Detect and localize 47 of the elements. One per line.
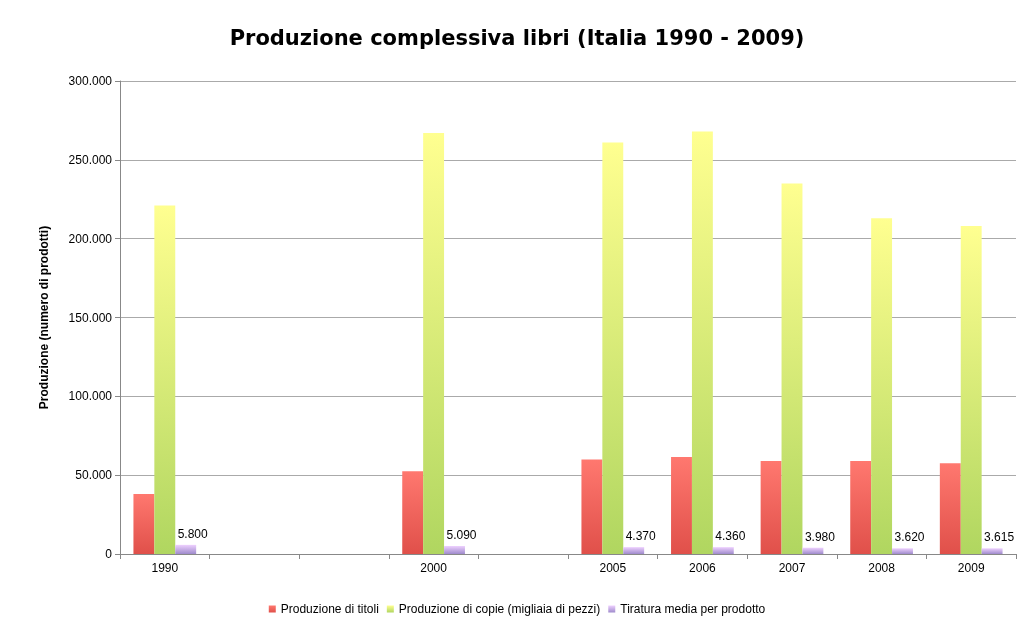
legend-label: Produzione di copie (migliaia di pezzi) bbox=[398, 602, 601, 616]
x-tick-label: 1990 bbox=[151, 561, 179, 575]
data-label: 4.370 bbox=[625, 529, 657, 544]
bar bbox=[671, 457, 692, 554]
chart-title: Produzione complessiva libri (Italia 1990 - 2009) bbox=[229, 25, 805, 50]
bar bbox=[939, 463, 961, 554]
y-tick-label: 150.000 bbox=[68, 310, 113, 325]
x-tick-label: 2007 bbox=[778, 561, 806, 575]
bar bbox=[581, 459, 603, 554]
y-tick-label: 0 bbox=[105, 547, 113, 561]
legend-label: Tiratura media per prodotto bbox=[620, 602, 766, 616]
bar bbox=[402, 471, 424, 554]
y-axis-title: Produzione (numero di prodotti) bbox=[37, 225, 51, 410]
data-label: 5.090 bbox=[446, 527, 477, 542]
x-tick-label: 2009 bbox=[957, 561, 985, 575]
x-tick-label: 2005 bbox=[599, 561, 627, 575]
y-tick-label: 200.000 bbox=[68, 231, 113, 246]
bar bbox=[623, 547, 645, 554]
bar bbox=[892, 548, 913, 554]
data-label: 4.360 bbox=[715, 529, 746, 544]
bar bbox=[423, 133, 445, 554]
bar bbox=[133, 494, 155, 554]
bar bbox=[802, 547, 824, 554]
x-tick-label: 2006 bbox=[689, 561, 717, 575]
bar bbox=[781, 183, 803, 554]
bar bbox=[871, 218, 893, 554]
bar bbox=[154, 205, 176, 554]
x-tick-label: 2000 bbox=[420, 561, 448, 575]
y-tick-label: 300.000 bbox=[68, 74, 113, 88]
bar bbox=[444, 545, 465, 554]
bar bbox=[960, 226, 982, 554]
bar bbox=[981, 548, 1003, 554]
data-label: 5.800 bbox=[177, 526, 209, 541]
y-tick-label: 50.000 bbox=[75, 468, 113, 483]
bar bbox=[691, 131, 713, 554]
legend-label: Produzione di titoli bbox=[280, 602, 379, 616]
bar bbox=[602, 142, 624, 554]
y-tick-label: 250.000 bbox=[68, 152, 113, 167]
data-label: 3.980 bbox=[804, 529, 836, 544]
bar bbox=[760, 460, 782, 554]
bar bbox=[850, 460, 872, 554]
bar bbox=[712, 547, 734, 554]
x-tick-label: 2008 bbox=[868, 561, 896, 575]
data-label: 3.620 bbox=[894, 530, 925, 545]
y-tick-label: 100.000 bbox=[68, 389, 113, 404]
bar bbox=[175, 544, 197, 554]
data-label: 3.615 bbox=[984, 530, 1015, 545]
